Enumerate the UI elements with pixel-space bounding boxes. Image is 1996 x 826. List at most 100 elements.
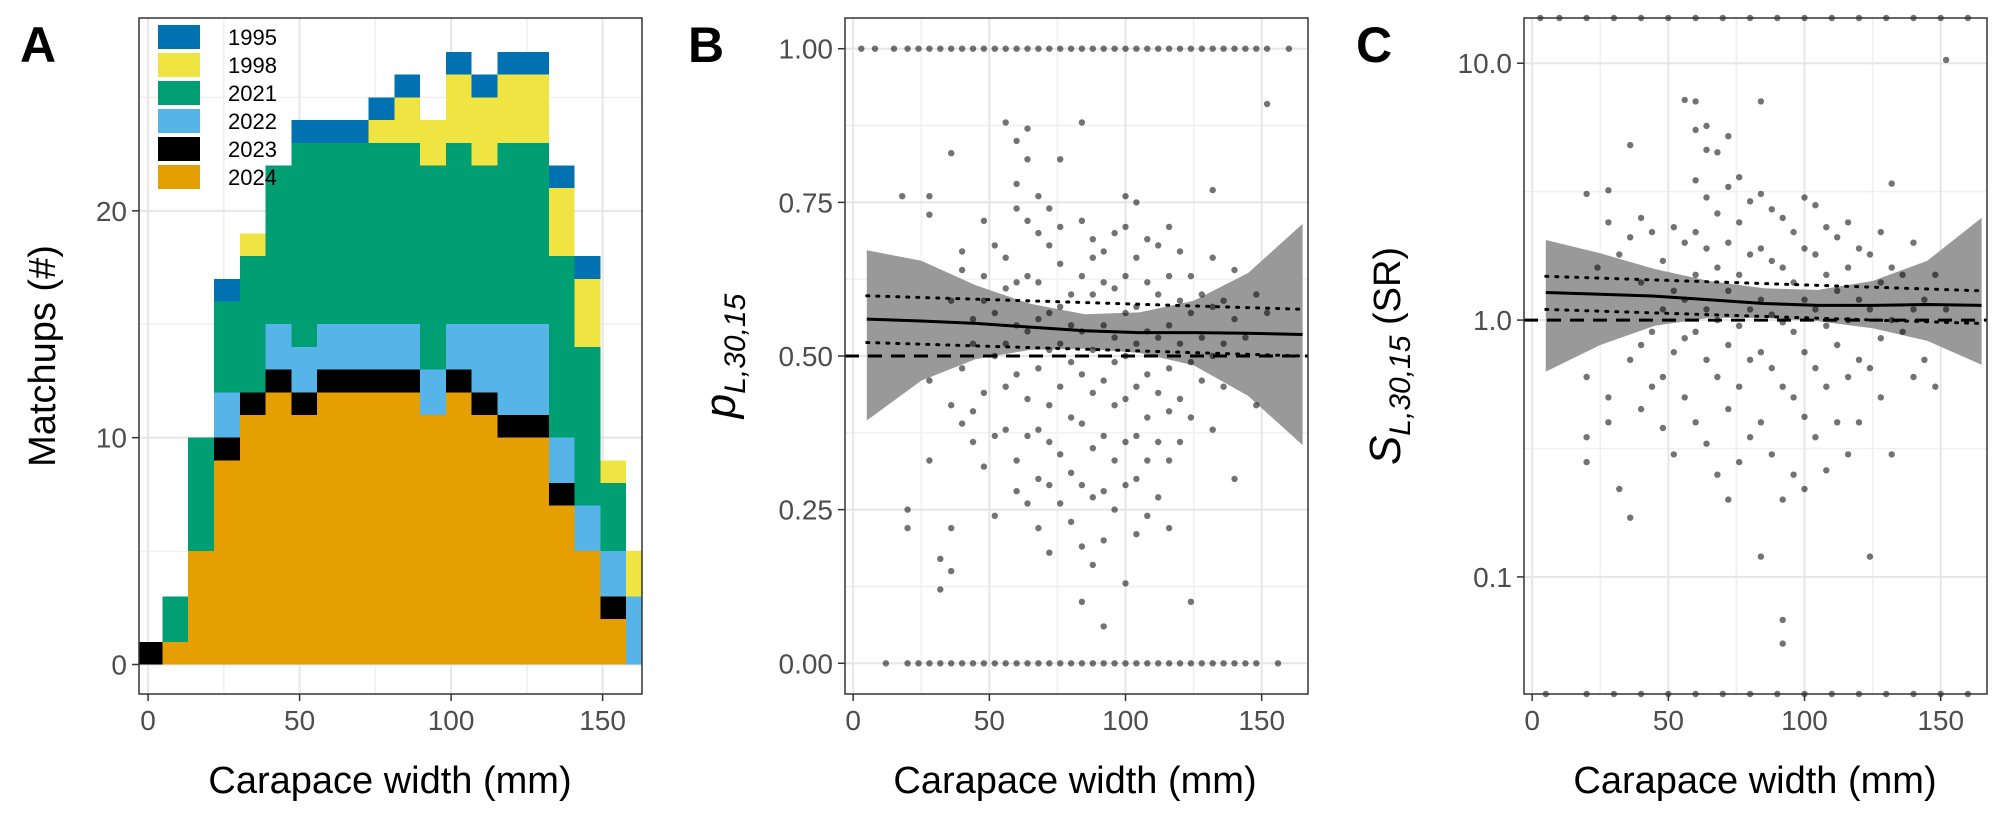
data-point xyxy=(1035,365,1042,372)
data-point xyxy=(1648,383,1656,390)
bar-segment-2024 xyxy=(317,392,343,665)
data-point xyxy=(1790,328,1797,335)
legend-key-1995 xyxy=(158,25,200,49)
bar-segment-1998 xyxy=(420,120,446,166)
data-point xyxy=(1231,660,1238,667)
data-point xyxy=(1921,296,1928,303)
legend-label-2024: 2024 xyxy=(228,165,277,190)
data-point xyxy=(1253,291,1260,298)
bar-segment-1995 xyxy=(317,120,343,143)
data-point xyxy=(1703,306,1710,313)
data-point xyxy=(1725,405,1732,413)
panel-a-frame xyxy=(138,17,643,695)
panel-b-ylabel-sub: L,30,15 xyxy=(719,293,752,393)
data-point xyxy=(1089,561,1097,569)
bar-segment-2024 xyxy=(471,414,498,665)
data-point xyxy=(1165,408,1173,415)
data-point xyxy=(1100,432,1107,440)
data-point xyxy=(1823,383,1830,390)
data-point xyxy=(948,567,955,575)
data-point xyxy=(1035,193,1042,200)
data-point xyxy=(1155,45,1162,52)
data-point xyxy=(1627,356,1634,363)
bar-segment-1995 xyxy=(342,120,369,143)
data-point xyxy=(1133,254,1140,261)
data-point xyxy=(1801,245,1808,252)
bar-segment-2024 xyxy=(188,551,214,665)
x-tick-label: 50 xyxy=(974,705,1005,736)
data-point xyxy=(1692,177,1699,184)
data-point xyxy=(1111,660,1118,667)
y-tick-label: 10.0 xyxy=(1458,48,1513,79)
data-point xyxy=(969,315,977,323)
data-point xyxy=(1067,469,1075,476)
legend-label-2021: 2021 xyxy=(228,81,277,106)
data-point xyxy=(1187,598,1195,605)
data-point xyxy=(1111,45,1118,52)
data-point xyxy=(1122,660,1129,667)
data-point xyxy=(1046,549,1053,556)
data-point xyxy=(969,660,977,667)
data-point xyxy=(890,45,898,52)
data-point xyxy=(1046,402,1053,409)
bar-segment-2023 xyxy=(471,392,498,415)
data-point xyxy=(1220,340,1227,347)
panel-a-legend: 1995 1998 2021 2022 2023 2024 xyxy=(158,25,277,190)
data-point xyxy=(1209,426,1216,433)
data-point xyxy=(1089,291,1097,298)
data-point xyxy=(1176,340,1184,347)
data-point xyxy=(1220,383,1227,390)
data-point xyxy=(1942,56,1950,64)
data-point xyxy=(1855,356,1863,363)
trend-line xyxy=(866,317,1303,336)
data-point xyxy=(1703,440,1710,447)
data-point xyxy=(1209,254,1216,261)
data-point xyxy=(1176,395,1184,403)
bar-segment-1998 xyxy=(600,460,627,484)
data-point xyxy=(1888,180,1895,187)
data-point xyxy=(1801,485,1808,493)
data-point xyxy=(1583,458,1590,466)
data-point xyxy=(1746,356,1754,363)
data-point xyxy=(1263,309,1271,317)
data-point xyxy=(1089,45,1097,52)
data-point xyxy=(1122,272,1129,280)
data-point xyxy=(1122,193,1129,200)
y-tick-label: 0.1 xyxy=(1473,562,1512,593)
data-point xyxy=(1910,239,1917,246)
bar-segment-2024 xyxy=(368,392,395,665)
y-tick-label: 1.0 xyxy=(1473,305,1512,336)
data-point xyxy=(1046,45,1053,52)
bar-segment-2022 xyxy=(497,324,524,415)
bar-segment-2022 xyxy=(523,324,549,415)
x-tick-label: 0 xyxy=(1524,705,1540,736)
panel-a-ticks: 0 50 100 150 0 10 20 xyxy=(96,196,626,736)
data-point xyxy=(1078,598,1086,605)
data-point xyxy=(1133,383,1140,390)
bar-segment-2024 xyxy=(420,414,446,665)
data-point xyxy=(1111,334,1118,341)
legend-label-1995: 1995 xyxy=(228,25,277,50)
data-point xyxy=(1605,219,1612,226)
data-point xyxy=(1877,394,1885,401)
bar-segment-2022 xyxy=(626,596,642,665)
data-point xyxy=(1834,341,1841,349)
data-point xyxy=(1144,279,1151,286)
bar-segment-1998 xyxy=(239,233,266,257)
data-point xyxy=(1790,471,1797,478)
data-point xyxy=(1013,279,1020,286)
data-point xyxy=(1285,45,1293,52)
bar-segment-1995 xyxy=(548,165,575,189)
bar-segment-2023 xyxy=(523,414,549,438)
data-point xyxy=(1078,272,1086,280)
bar-segment-2022 xyxy=(368,324,395,370)
data-point xyxy=(1002,119,1009,126)
data-point xyxy=(1834,419,1841,426)
panel-c-grid xyxy=(1524,18,1987,694)
data-point xyxy=(1670,224,1678,231)
data-point xyxy=(1932,383,1939,390)
data-point xyxy=(1583,190,1590,198)
panel-b-points xyxy=(858,45,1293,667)
data-point xyxy=(1057,156,1064,163)
data-point xyxy=(1155,291,1162,298)
